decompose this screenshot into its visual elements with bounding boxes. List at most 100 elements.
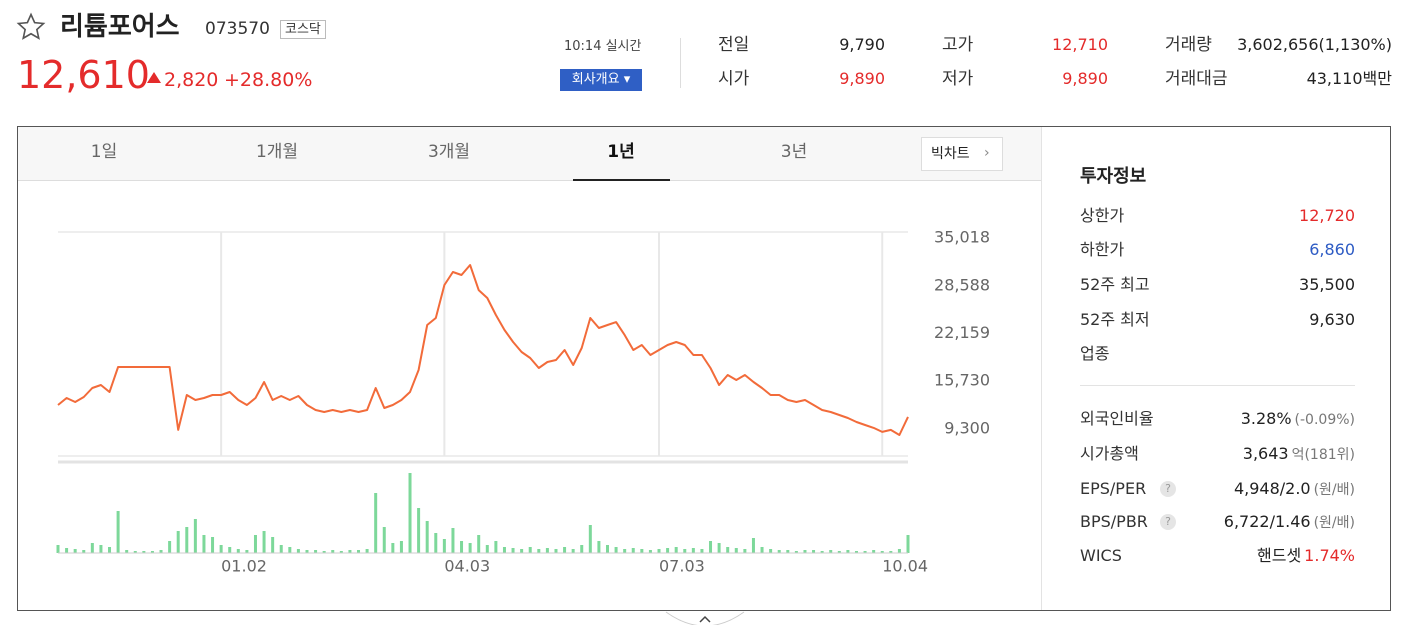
y-tick-label: 15,730 bbox=[934, 371, 990, 390]
volume-bar bbox=[399, 541, 403, 553]
info-label: BPS/PBR bbox=[1080, 512, 1148, 531]
expand-toggle[interactable] bbox=[665, 611, 745, 625]
company-button[interactable]: 회사개요 ▾ bbox=[560, 69, 642, 91]
volume-bar bbox=[193, 519, 197, 553]
big-chart-button[interactable]: 빅차트 › bbox=[921, 137, 1003, 171]
value-text: 12,720 bbox=[1299, 206, 1355, 225]
volume-bar bbox=[288, 547, 292, 553]
info-value: 4,948/2.0 (원/배) bbox=[1233, 479, 1355, 498]
volume-bar bbox=[331, 550, 335, 553]
y-tick-label: 35,018 bbox=[934, 228, 990, 247]
volume-bar bbox=[296, 549, 300, 553]
volume-bar bbox=[125, 550, 129, 553]
volume-bar bbox=[425, 521, 429, 553]
value-text: 3,643 bbox=[1242, 444, 1289, 463]
volume-bar bbox=[73, 549, 77, 553]
volume-bar bbox=[614, 547, 618, 553]
x-tick-label: 04.03 bbox=[444, 557, 490, 576]
up-arrow bbox=[147, 72, 161, 83]
button-label: 회사개요 bbox=[571, 72, 620, 87]
volume-bar bbox=[185, 527, 189, 553]
volume-bar bbox=[502, 547, 506, 553]
y-tick-label: 28,588 bbox=[934, 275, 990, 294]
volume-bar bbox=[872, 550, 876, 553]
volume-bar bbox=[365, 549, 369, 553]
volume-bar bbox=[820, 551, 824, 553]
button-label: 빅차트 bbox=[931, 146, 970, 162]
volume-bar bbox=[305, 550, 309, 553]
volume-bar bbox=[477, 535, 481, 553]
favorite-star[interactable] bbox=[16, 12, 46, 42]
volume-bar bbox=[709, 541, 713, 553]
volume-bar bbox=[133, 551, 137, 553]
volume-bar bbox=[726, 547, 730, 553]
panel-divider bbox=[1041, 127, 1042, 610]
info-value: 12,720 bbox=[1299, 208, 1355, 224]
volume-bar bbox=[382, 527, 386, 553]
price-line bbox=[57, 264, 909, 436]
info-label: 52주 최고 bbox=[1080, 275, 1150, 294]
volume-bar bbox=[580, 545, 584, 553]
info-label: 업종 bbox=[1080, 344, 1110, 363]
info-value: 핸드셋 1.74% bbox=[1257, 548, 1355, 564]
volume-bar bbox=[588, 525, 592, 553]
stat-value: 9,890 bbox=[1062, 69, 1108, 88]
volume-bar bbox=[537, 549, 541, 553]
volume-bar bbox=[314, 550, 318, 553]
help-icon[interactable]: ? bbox=[1160, 481, 1176, 497]
volume-bar bbox=[99, 545, 103, 553]
volume-bar bbox=[408, 473, 412, 553]
volume-bar bbox=[322, 551, 326, 553]
volume-bar bbox=[777, 550, 781, 553]
volume-bar bbox=[108, 547, 112, 553]
panel-title: 투자정보 bbox=[1080, 166, 1147, 187]
period-tab[interactable]: 1일 bbox=[90, 142, 118, 162]
value-text: 4,948/2.0 bbox=[1233, 479, 1311, 498]
value-text: 9,630 bbox=[1309, 310, 1355, 329]
period-tab[interactable]: 1년 bbox=[607, 142, 635, 162]
value-sub: (-0.09%) bbox=[1294, 412, 1355, 428]
info-value: 35,500 bbox=[1299, 277, 1355, 293]
volume-bar bbox=[571, 549, 575, 553]
volume-bar bbox=[683, 549, 687, 553]
volume-bar bbox=[116, 511, 120, 553]
volume-bar bbox=[442, 539, 446, 553]
volume-bar bbox=[434, 533, 438, 553]
volume-bar bbox=[769, 549, 773, 553]
info-label: EPS/PER bbox=[1080, 479, 1147, 498]
x-tick-label: 01.02 bbox=[221, 557, 267, 576]
value-text: 6,860 bbox=[1309, 240, 1355, 259]
active-underline bbox=[573, 179, 670, 181]
period-tab[interactable]: 3년 bbox=[780, 142, 808, 162]
stat-value: 9,890 bbox=[839, 69, 885, 88]
volume-bar bbox=[640, 549, 644, 553]
stat-label: 거래대금 bbox=[1165, 69, 1228, 89]
info-label: 하한가 bbox=[1080, 240, 1125, 259]
volume-bar bbox=[563, 547, 567, 553]
panel-separator bbox=[1080, 385, 1355, 386]
volume-bar bbox=[339, 551, 343, 553]
volume-bar bbox=[245, 550, 249, 553]
period-tab[interactable]: 1개월 bbox=[255, 142, 299, 162]
stat-value: 9,790 bbox=[839, 35, 885, 54]
volume-bar bbox=[674, 547, 678, 553]
x-tick-label: 07.03 bbox=[659, 557, 705, 576]
volume-bar bbox=[889, 551, 893, 553]
volume-bar bbox=[520, 549, 524, 553]
volume-bar bbox=[228, 547, 232, 553]
volume-bar bbox=[846, 550, 850, 553]
volume-bar bbox=[56, 545, 60, 553]
volume-bar bbox=[279, 545, 283, 553]
value-sub: (원/배) bbox=[1313, 482, 1355, 498]
volume-bar bbox=[751, 538, 755, 553]
volume-bar bbox=[700, 549, 704, 553]
volume-bar bbox=[82, 550, 86, 553]
volume-bar bbox=[417, 508, 421, 553]
period-tab[interactable]: 3개월 bbox=[427, 142, 471, 162]
volume-bar bbox=[863, 551, 867, 553]
volume-bar bbox=[528, 547, 532, 553]
help-icon[interactable]: ? bbox=[1160, 514, 1176, 530]
price-change: 2,820 bbox=[164, 69, 219, 91]
volume-bar bbox=[897, 549, 901, 553]
